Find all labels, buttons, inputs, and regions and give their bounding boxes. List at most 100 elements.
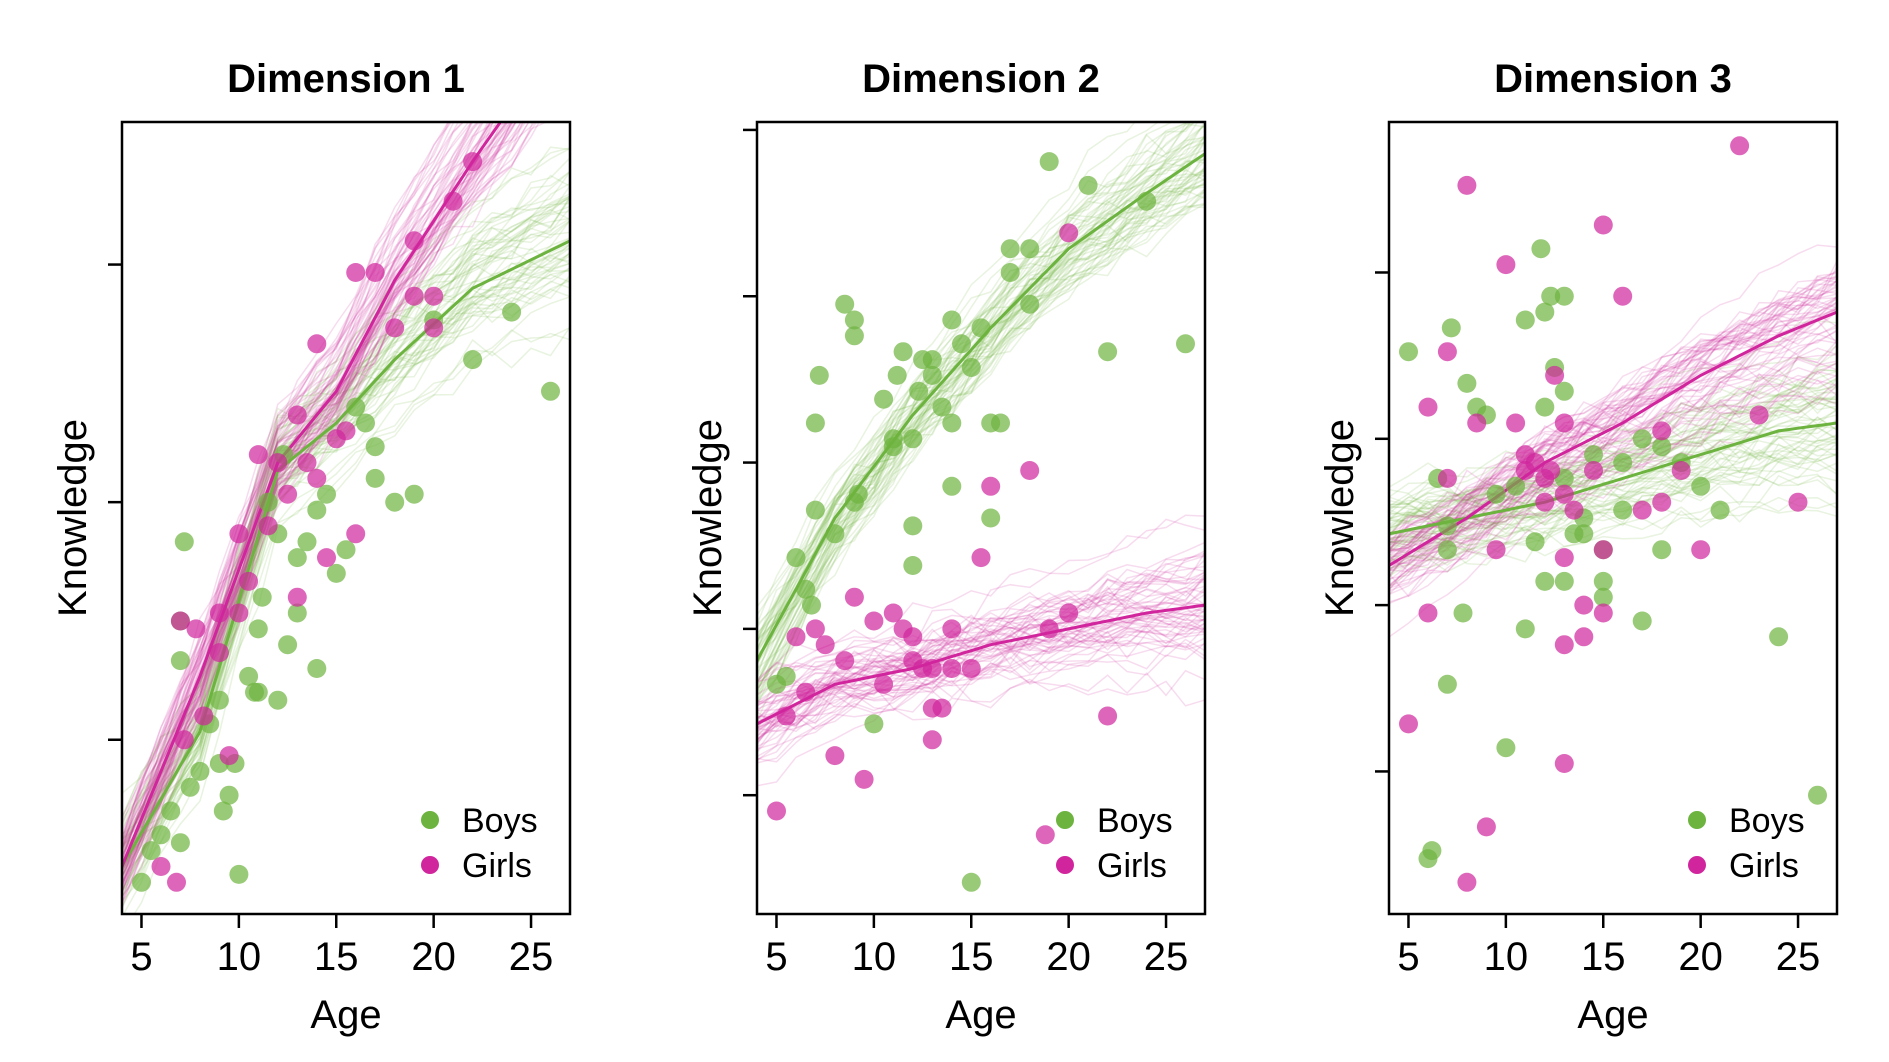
data-point-girls xyxy=(815,635,835,655)
posterior-line-girls xyxy=(757,669,1205,763)
posterior-line-girls xyxy=(122,122,473,839)
data-point-girls xyxy=(1564,500,1584,520)
posterior-line-boys xyxy=(1389,449,1837,561)
posterior-line-girls xyxy=(122,122,517,862)
posterior-line-girls xyxy=(1389,270,1837,536)
data-point-boys xyxy=(991,413,1010,433)
posterior-line-boys xyxy=(133,296,570,914)
data-point-boys xyxy=(942,310,962,330)
posterior-line-girls xyxy=(1389,275,1837,605)
posterior-line-boys xyxy=(122,146,570,850)
posterior-line-girls xyxy=(1389,326,1837,552)
posterior-line-girls xyxy=(122,122,513,877)
data-point-boys xyxy=(287,603,307,623)
posterior-line-boys xyxy=(1389,378,1837,536)
posterior-line-boys xyxy=(122,147,570,841)
data-point-girls xyxy=(258,516,278,536)
posterior-line-girls xyxy=(1389,289,1837,567)
posterior-line-boys xyxy=(122,326,570,882)
data-point-girls xyxy=(219,746,239,766)
posterior-line-boys xyxy=(757,122,1192,628)
posterior-line-girls xyxy=(122,122,492,848)
posterior-line-girls xyxy=(1389,279,1837,587)
legend-label-girls: Girls xyxy=(1097,847,1167,885)
data-point-boys xyxy=(848,484,868,504)
data-point-boys xyxy=(1613,500,1633,520)
posterior-line-girls xyxy=(122,122,460,847)
data-point-girls xyxy=(248,445,268,465)
posterior-line-girls xyxy=(122,122,453,850)
data-point-girls xyxy=(186,619,206,639)
posterior-line-girls xyxy=(122,122,513,861)
data-point-girls xyxy=(209,643,229,663)
data-point-boys xyxy=(1541,286,1561,306)
posterior-line-girls xyxy=(122,122,484,843)
x-axis-title: Age xyxy=(1577,993,1648,1037)
data-point-girls xyxy=(463,152,483,172)
panel-title: Dimension 1 xyxy=(227,57,465,101)
data-point-boys xyxy=(356,413,375,433)
posterior-line-girls xyxy=(757,602,1205,705)
data-point-girls xyxy=(1039,619,1059,639)
data-point-girls xyxy=(1554,413,1574,433)
data-point-boys xyxy=(1652,437,1672,457)
posterior-line-girls xyxy=(122,122,523,856)
plot-frame xyxy=(120,120,572,916)
posterior-line-girls xyxy=(122,122,450,839)
data-point-girls xyxy=(1574,627,1594,647)
panel-title: Dimension 3 xyxy=(1494,57,1732,101)
posterior-line-boys xyxy=(1389,409,1837,505)
posterior-line-girls xyxy=(757,642,1205,744)
data-point-boys xyxy=(1000,263,1020,282)
posterior-line-boys xyxy=(122,193,570,876)
posterior-line-boys xyxy=(757,135,1205,685)
posterior-line-boys xyxy=(757,149,1205,638)
posterior-line-boys xyxy=(757,122,1195,650)
data-point-boys xyxy=(1632,429,1652,449)
posterior-line-boys xyxy=(757,188,1205,635)
x-tick-label: 20 xyxy=(411,935,456,979)
posterior-line-boys xyxy=(757,122,1199,643)
posterior-line-girls xyxy=(1389,379,1837,590)
data-point-boys xyxy=(1769,627,1789,647)
posterior-line-girls xyxy=(1389,301,1837,546)
data-point-boys xyxy=(502,302,522,322)
data-point-boys xyxy=(346,397,366,417)
data-point-girls xyxy=(307,334,327,354)
data-point-girls xyxy=(167,872,186,892)
posterior-line-girls xyxy=(1389,293,1837,570)
posterior-line-boys xyxy=(122,171,570,852)
posterior-line-girls xyxy=(757,586,1205,750)
data-point-girls xyxy=(346,524,366,544)
posterior-line-girls xyxy=(1389,344,1837,638)
data-point-girls xyxy=(1541,461,1561,480)
posterior-line-girls xyxy=(122,122,538,844)
data-point-boys xyxy=(1710,500,1730,520)
posterior-line-girls xyxy=(1389,330,1837,572)
data-point-girls xyxy=(1652,421,1672,441)
posterior-line-boys xyxy=(122,237,570,878)
data-point-girls xyxy=(1506,413,1526,433)
x-tick-label: 15 xyxy=(949,935,994,979)
x-tick-label: 15 xyxy=(314,935,359,979)
posterior-line-girls xyxy=(122,122,451,870)
posterior-line-girls xyxy=(122,122,479,849)
posterior-line-girls xyxy=(1389,361,1837,550)
mean-curve-girls xyxy=(122,122,503,868)
posterior-line-girls xyxy=(1389,275,1837,564)
posterior-line-girls xyxy=(757,562,1205,744)
posterior-line-boys xyxy=(1389,368,1837,542)
data-point-boys xyxy=(541,381,560,401)
panel-3: Dimension 3 5 10 15 20 25 Age Knowledge Boys Girl… xyxy=(1318,57,1839,1037)
posterior-line-boys xyxy=(122,170,570,893)
mean-curve-girls xyxy=(1389,310,1837,567)
data-point-girls xyxy=(961,659,981,678)
data-point-boys xyxy=(1441,318,1461,338)
posterior-line-boys xyxy=(757,122,1136,625)
posterior-line-boys xyxy=(757,191,1205,696)
posterior-line-girls xyxy=(757,626,1205,762)
posterior-lines xyxy=(122,122,570,914)
data-point-boys xyxy=(1496,738,1516,758)
data-point-girls xyxy=(1749,405,1769,425)
data-point-boys xyxy=(805,500,825,520)
